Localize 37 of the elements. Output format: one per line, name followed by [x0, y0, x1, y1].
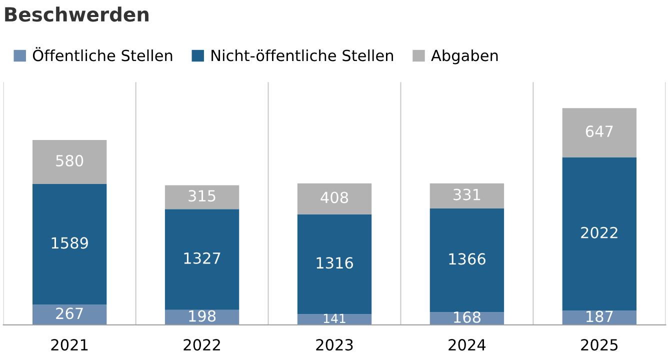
x-tick-label: 2021	[51, 339, 88, 351]
data-label: 647	[586, 126, 613, 138]
data-label: 168	[454, 311, 480, 323]
data-label: 198	[189, 310, 216, 322]
bar	[164, 209, 240, 310]
data-label: 408	[320, 192, 348, 204]
data-label: 141	[324, 314, 346, 323]
x-tick-label: 2024	[448, 339, 486, 351]
bar	[430, 208, 504, 312]
x-tick-label: 2023	[316, 339, 353, 351]
bar	[32, 140, 107, 184]
legend-label: Öffentliche Stellen	[32, 47, 172, 62]
legend-label: Nicht-öffentliche Stellen	[212, 49, 394, 62]
bar	[297, 214, 372, 314]
x-tick-label: 2022	[184, 339, 220, 351]
bar	[32, 184, 107, 305]
data-label: 2022	[581, 226, 618, 238]
bar	[297, 314, 372, 325]
bar	[32, 304, 107, 325]
data-label: 1327	[184, 252, 220, 264]
data-label: 315	[188, 190, 216, 202]
bar	[430, 183, 504, 208]
data-label: 331	[454, 188, 480, 200]
bar	[562, 108, 637, 158]
data-label: 1589	[52, 237, 88, 249]
bar	[297, 183, 372, 214]
bar	[164, 185, 240, 210]
bar	[562, 310, 637, 325]
data-label: 267	[56, 308, 83, 320]
bar	[562, 157, 637, 311]
data-label: 1316	[316, 257, 353, 269]
data-label: 580	[56, 154, 84, 166]
data-label: 1366	[449, 253, 486, 265]
data-label: 187	[586, 310, 613, 322]
chart-title: Beschwerden	[5, 6, 148, 22]
x-tick-label: 2025	[581, 339, 618, 351]
legend-label: Abgaben	[431, 49, 498, 64]
